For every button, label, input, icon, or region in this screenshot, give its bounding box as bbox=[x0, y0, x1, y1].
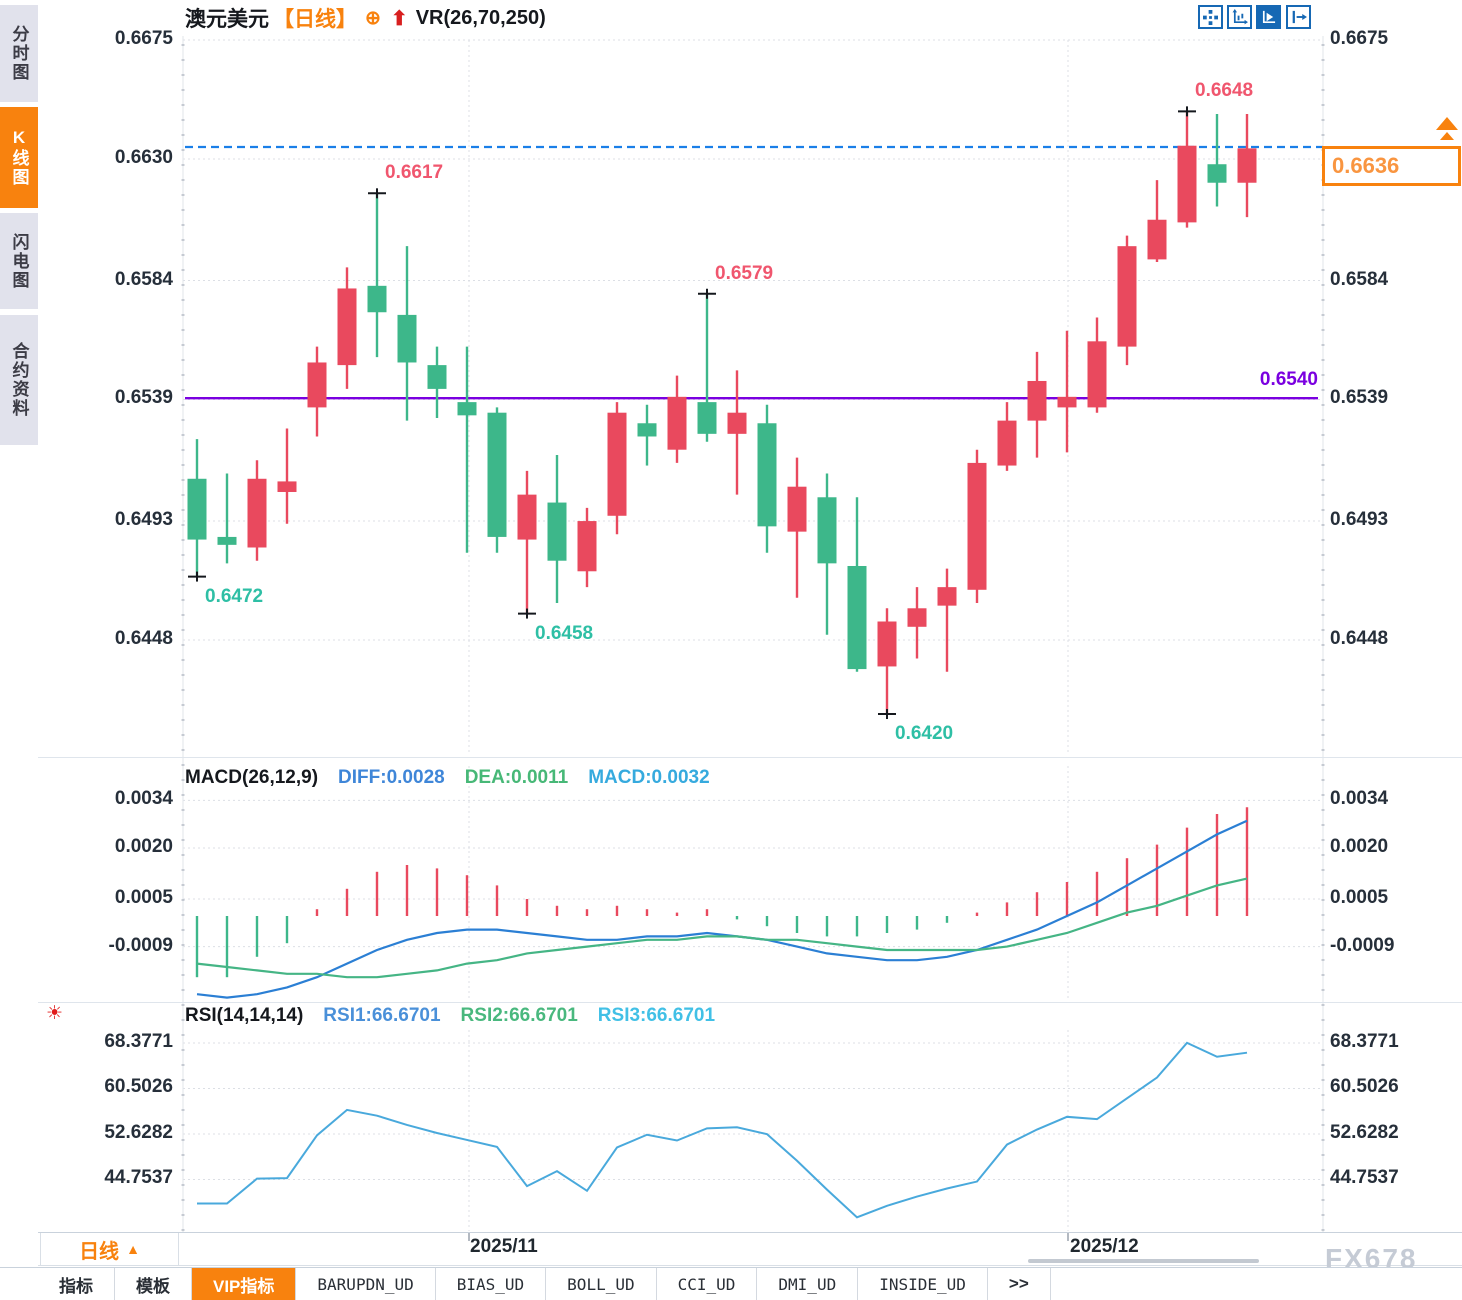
tab-cci-ud[interactable]: CCI_UD bbox=[657, 1268, 758, 1300]
axis-scale-button[interactable] bbox=[1227, 5, 1252, 29]
timeframe-label[interactable]: 【日线】 bbox=[273, 8, 357, 31]
tab-bias-ud[interactable]: BIAS_UD bbox=[436, 1268, 547, 1300]
macd-header: MACD(26,12,9) DIFF:0.0028 DEA:0.0011 MAC… bbox=[185, 766, 710, 790]
axis-scale-icon bbox=[1232, 9, 1248, 25]
rsi-title: RSI(14,14,14) bbox=[185, 1005, 304, 1026]
auto-scale-button[interactable] bbox=[1256, 5, 1281, 29]
triangle-up-icon: ▲ bbox=[126, 1241, 140, 1257]
macd-macd-value: MACD:0.0032 bbox=[588, 767, 710, 788]
collapse-panel-icon bbox=[1292, 10, 1307, 24]
x-axis-label-dec: 2025/12 bbox=[1070, 1236, 1139, 1257]
chart-header: 澳元美元 【日线】 ⊕ ⬆ VR(26,70,250) bbox=[185, 5, 546, 32]
rsi2-value: RSI2:66.6701 bbox=[460, 1005, 578, 1026]
vr-indicator-label: VR(26,70,250) bbox=[415, 6, 546, 29]
sun-icon[interactable]: ☀ bbox=[46, 1003, 64, 1024]
tab-barupdn-ud[interactable]: BARUPDN_UD bbox=[296, 1268, 436, 1300]
timeframe-button[interactable]: 日线 ▲ bbox=[40, 1233, 179, 1265]
tab-boll-ud[interactable]: BOLL_UD bbox=[546, 1268, 657, 1300]
tab-vip-indicators[interactable]: VIP指标 bbox=[192, 1268, 297, 1300]
pan-crosshair-button[interactable] bbox=[1198, 5, 1223, 29]
macd-title: MACD(26,12,9) bbox=[185, 767, 319, 788]
pan-crosshair-icon bbox=[1203, 9, 1218, 25]
tab-templates[interactable]: 模板 bbox=[115, 1268, 192, 1300]
macd-diff-value: DIFF:0.0028 bbox=[338, 767, 445, 788]
current-price-box: 0.6636 bbox=[1322, 146, 1461, 186]
rsi1-value: RSI1:66.6701 bbox=[323, 1005, 441, 1026]
rsi3-value: RSI3:66.6701 bbox=[597, 1005, 716, 1026]
sidebar-tab-flashchart[interactable]: 闪电图 bbox=[0, 213, 38, 309]
current-price-value: 0.6636 bbox=[1332, 153, 1400, 178]
macd-dea-value: DEA:0.0011 bbox=[464, 767, 569, 788]
tab-inside-ud[interactable]: INSIDE_UD bbox=[858, 1268, 988, 1300]
symbol-name: 澳元美元 bbox=[185, 8, 269, 31]
horizontal-scrollbar[interactable] bbox=[1028, 1259, 1259, 1263]
level-line-label: 0.6540 bbox=[1259, 369, 1318, 390]
sidebar-tab-contract-info[interactable]: 合约资料 bbox=[0, 315, 38, 445]
up-arrow-icon: ⬆ bbox=[390, 7, 408, 30]
tab-dmi-ud[interactable]: DMI_UD bbox=[757, 1268, 859, 1300]
indicator-tabbar: 指标 模板 VIP指标 BARUPDN_UD BIAS_UD BOLL_UD C… bbox=[0, 1267, 1462, 1300]
sidebar-tab-kline[interactable]: K线图 bbox=[0, 107, 38, 208]
collapse-panel-button[interactable] bbox=[1286, 5, 1311, 29]
price-up-marker-icon bbox=[1436, 117, 1460, 145]
sidebar-tab-timechart[interactable]: 分时图 bbox=[0, 5, 38, 102]
x-axis-label-nov: 2025/11 bbox=[470, 1236, 538, 1257]
tab-more[interactable]: >> bbox=[988, 1268, 1051, 1300]
auto-scale-icon bbox=[1262, 10, 1276, 24]
tab-indicators[interactable]: 指标 bbox=[38, 1268, 115, 1300]
target-icon[interactable]: ⊕ bbox=[365, 7, 381, 29]
rsi-header: RSI(14,14,14) RSI1:66.6701 RSI2:66.6701 … bbox=[185, 1004, 715, 1028]
sidebar: 分时图 K线图 闪电图 合约资料 bbox=[0, 0, 38, 1300]
timeframe-button-label: 日线 bbox=[79, 1240, 120, 1263]
